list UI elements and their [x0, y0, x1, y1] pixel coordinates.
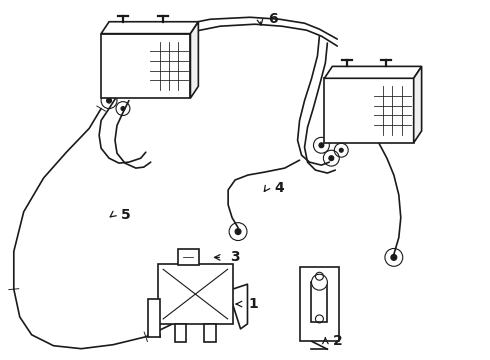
Circle shape	[319, 143, 324, 148]
Circle shape	[312, 274, 327, 290]
Bar	[174, 324, 187, 342]
Polygon shape	[414, 66, 421, 143]
Circle shape	[121, 107, 125, 111]
Bar	[299, 267, 339, 341]
Circle shape	[339, 148, 343, 152]
Circle shape	[391, 255, 397, 260]
Polygon shape	[191, 22, 198, 98]
Text: 6: 6	[268, 12, 277, 26]
Text: 2: 2	[333, 334, 343, 348]
Polygon shape	[324, 66, 421, 78]
Bar	[158, 264, 233, 324]
Bar	[324, 78, 414, 143]
Text: 5: 5	[121, 208, 131, 222]
Circle shape	[235, 229, 241, 235]
Bar	[101, 33, 191, 98]
Circle shape	[107, 98, 112, 103]
Text: 3: 3	[230, 251, 240, 264]
Polygon shape	[101, 22, 198, 33]
Circle shape	[212, 286, 218, 292]
Circle shape	[329, 156, 334, 161]
Bar	[312, 282, 327, 322]
Text: 1: 1	[248, 297, 258, 311]
Text: 4: 4	[275, 181, 285, 195]
Bar	[204, 324, 216, 342]
FancyBboxPatch shape	[177, 249, 199, 265]
Bar	[148, 299, 160, 337]
